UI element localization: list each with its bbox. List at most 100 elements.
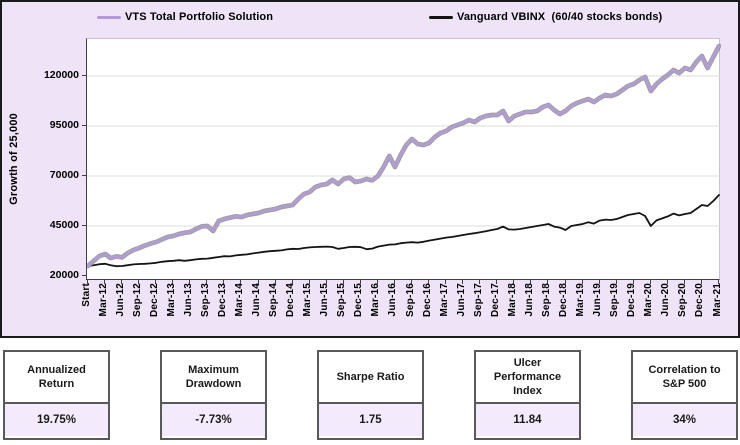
y-tick-label: 120000 — [43, 69, 79, 81]
x-axis-tick — [274, 280, 276, 284]
y-axis-tick — [82, 125, 86, 126]
x-axis-tick — [411, 280, 413, 284]
stat-label: Annualized Return — [27, 363, 86, 390]
stat-label: Sharpe Ratio — [336, 370, 405, 383]
x-tick-label: Sep-12 — [131, 283, 143, 317]
x-axis-tick — [172, 280, 174, 284]
stat-value: 1.75 — [319, 402, 422, 436]
x-tick-label: Dec-16 — [421, 283, 433, 317]
x-tick-label: Jun-19 — [592, 283, 604, 317]
x-tick-label: Jun-12 — [114, 283, 126, 317]
x-axis-tick — [393, 280, 395, 284]
legend-label-vbinx: Vanguard VBINX (60/40 stocks bonds) — [457, 11, 663, 23]
x-axis-tick — [104, 280, 106, 284]
x-axis-tick — [342, 280, 344, 284]
stat-value: 11.84 — [476, 402, 579, 436]
legend-label-vts: VTS Total Portfolio Solution — [125, 11, 274, 23]
x-tick-label: Jun-20 — [660, 283, 672, 317]
x-axis-tick — [155, 280, 157, 284]
x-tick-label: Mar-16 — [370, 283, 382, 317]
x-axis-tick — [598, 280, 600, 284]
x-axis-tick — [496, 280, 498, 284]
x-tick-label: Dec-18 — [558, 283, 569, 317]
growth-line-chart — [87, 43, 721, 269]
x-tick-label: Mar-17 — [438, 283, 450, 317]
stat-box-annualized-return: Annualized Return 19.75% — [3, 350, 110, 440]
x-tick-label: Dec-13 — [216, 283, 228, 317]
x-axis-tick — [683, 280, 685, 284]
x-tick-label: Mar-12 — [97, 283, 109, 317]
y-tick-label: 95000 — [49, 119, 79, 131]
y-axis-tick — [82, 275, 86, 276]
y-axis-tick — [82, 175, 86, 176]
x-tick-label: Dec-15 — [353, 283, 365, 317]
stat-label: Correlation to S&P 500 — [648, 363, 721, 390]
x-tick-label: Jun-14 — [251, 283, 263, 317]
x-tick-label: Dec-19 — [626, 283, 638, 317]
y-tick-label: 70000 — [49, 169, 79, 181]
x-tick-label: Sep-16 — [404, 283, 416, 317]
x-axis-tick — [547, 280, 549, 284]
x-tick-label: Sep-18 — [540, 283, 552, 317]
x-tick-label: Jun-18 — [523, 283, 535, 317]
stat-box-sharpe-ratio: Sharpe Ratio 1.75 — [317, 350, 424, 440]
x-axis-tick — [359, 280, 361, 284]
x-axis-tick — [223, 280, 225, 284]
vts-line-marker-icon — [97, 15, 121, 19]
x-tick-label: Mar-18 — [506, 283, 518, 317]
x-tick-label: Sep-19 — [609, 283, 621, 317]
x-tick-label: Sep-13 — [199, 283, 211, 317]
x-tick-label: Mar-20 — [643, 283, 655, 317]
x-axis-tick — [700, 280, 702, 284]
legend-item-vbinx: Vanguard VBINX (60/40 stocks bonds) — [429, 9, 662, 25]
x-axis-tick — [291, 280, 293, 284]
y-tick-label: 20000 — [49, 269, 79, 281]
stat-value: -7.73% — [162, 402, 265, 436]
stat-value: 34% — [633, 402, 736, 436]
x-axis-tick — [530, 280, 532, 284]
x-tick-label: Sep-14 — [268, 283, 280, 317]
x-tick-label: Jun-13 — [182, 283, 194, 317]
x-axis-tick — [666, 280, 668, 284]
x-tick-label: Jun-16 — [387, 283, 399, 317]
stat-value: 19.75% — [5, 402, 108, 436]
x-tick-label: Start — [80, 283, 92, 307]
x-axis-tick — [121, 280, 123, 284]
x-tick-label: Sep-17 — [472, 283, 484, 317]
x-tick-label: Jun-15 — [319, 283, 331, 317]
x-axis-tick — [325, 280, 327, 284]
x-axis-tick — [138, 280, 140, 284]
stat-label: Maximum Drawdown — [185, 363, 242, 390]
stat-box-ulcer-performance-index: Ulcer Performance Index 11.84 — [474, 350, 581, 440]
x-axis-tick — [308, 280, 310, 284]
chart-panel: VTS Total Portfolio Solution Vanguard VB… — [0, 0, 740, 338]
stat-label: Ulcer Performance Index — [493, 356, 562, 398]
y-tick-label: 45000 — [49, 219, 79, 231]
x-axis-tick — [564, 280, 566, 284]
x-axis-tick — [479, 280, 481, 284]
x-tick-label: Dec-17 — [489, 283, 501, 317]
vbinx-line-marker-icon — [429, 15, 453, 19]
y-axis-tick — [82, 225, 86, 226]
x-axis-tick — [240, 280, 242, 284]
x-tick-label: Dec-20 — [694, 283, 706, 317]
x-axis-tick — [632, 280, 634, 284]
x-axis-tick — [462, 280, 464, 284]
x-axis-tick — [718, 280, 719, 284]
x-tick-label: Jun-17 — [455, 283, 467, 317]
x-tick-label: Sep-15 — [336, 283, 348, 317]
x-axis-tick — [87, 280, 88, 284]
x-tick-label: Mar-19 — [575, 283, 587, 317]
x-axis-tick — [189, 280, 191, 284]
x-axis-tick — [615, 280, 617, 284]
x-axis-tick — [445, 280, 447, 284]
x-axis-tick — [581, 280, 583, 284]
plot-area — [86, 38, 721, 280]
x-tick-label: Mar-14 — [233, 283, 245, 317]
x-axis-tick — [649, 280, 651, 284]
x-axis-tick — [257, 280, 259, 284]
x-tick-label: Sep-20 — [677, 283, 689, 317]
stat-box-maximum-drawdown: Maximum Drawdown -7.73% — [160, 350, 267, 440]
x-axis-tick — [376, 280, 378, 284]
